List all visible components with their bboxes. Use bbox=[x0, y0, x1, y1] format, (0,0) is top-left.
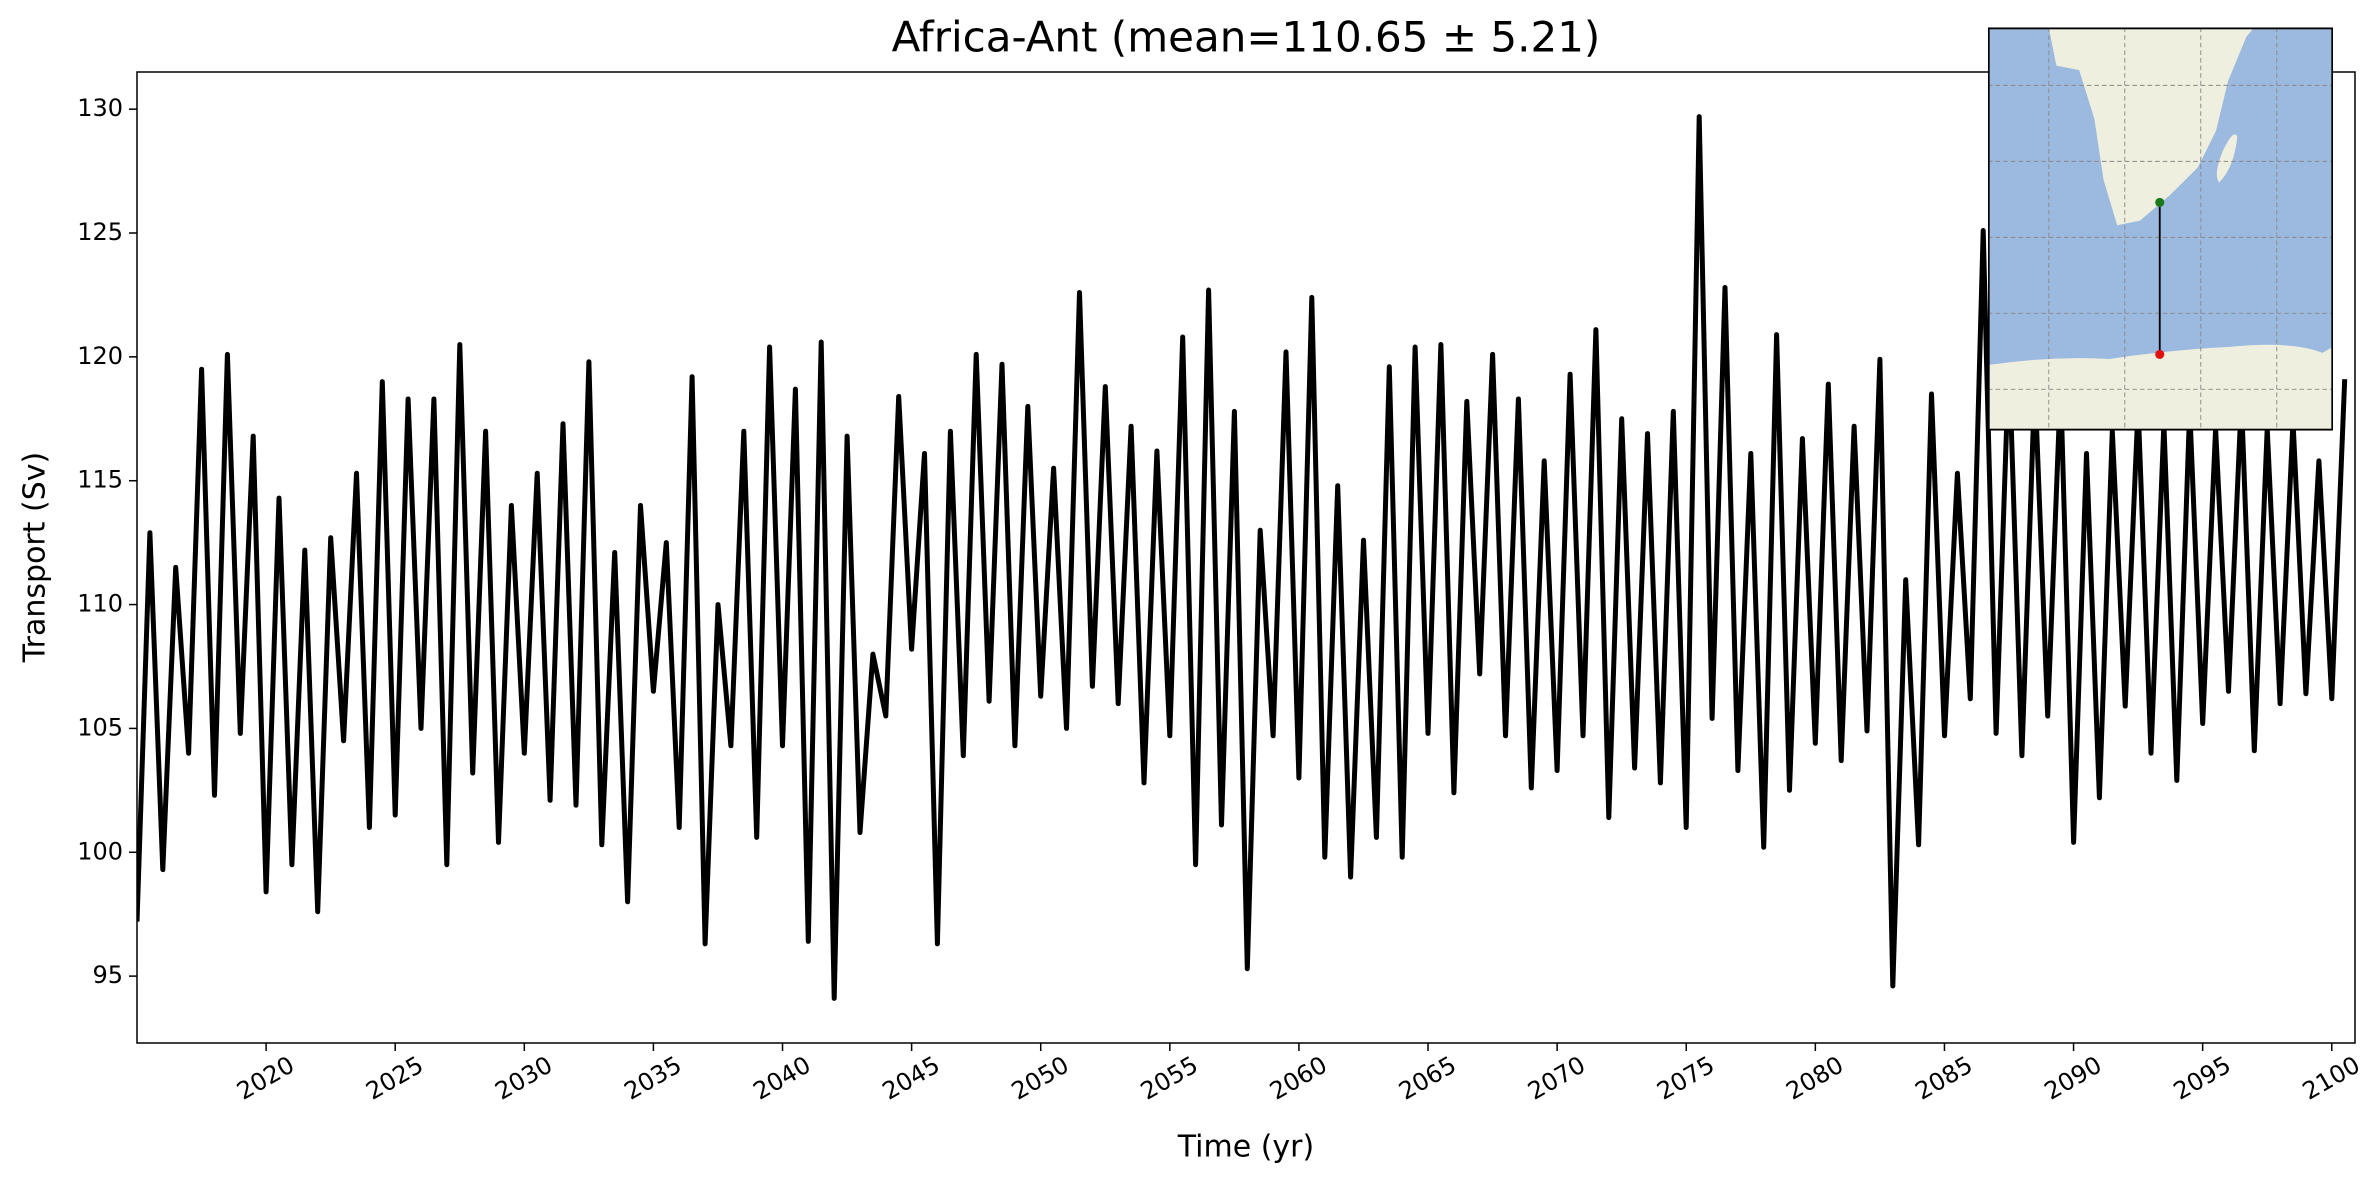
x-tick-label: 2070 bbox=[1523, 1051, 1590, 1106]
x-tick-label: 2100 bbox=[2298, 1051, 2365, 1106]
section-end bbox=[2155, 349, 2165, 359]
africa bbox=[2048, 27, 2254, 226]
series-line bbox=[137, 114, 2348, 1001]
x-tick-label: 2080 bbox=[1781, 1051, 1848, 1106]
x-tick-label: 2025 bbox=[361, 1051, 428, 1106]
series-group bbox=[137, 114, 2348, 1001]
x-axis-label: Time (yr) bbox=[1177, 1130, 1314, 1165]
x-tick-label: 2035 bbox=[619, 1051, 686, 1106]
y-axis-label: Transport (Sv) bbox=[18, 452, 53, 664]
x-tick-label: 2020 bbox=[232, 1051, 299, 1106]
x-tick-label: 2090 bbox=[2040, 1051, 2107, 1106]
x-tick-label: 2060 bbox=[1265, 1051, 1332, 1106]
section-start bbox=[2155, 197, 2165, 207]
inset-map bbox=[1988, 27, 2333, 431]
plot-frame bbox=[136, 71, 2356, 1044]
y-tick-label: 130 bbox=[77, 94, 123, 122]
y-tick-label: 95 bbox=[92, 961, 123, 989]
x-tick-label: 2065 bbox=[1394, 1051, 1461, 1106]
y-tick-label: 115 bbox=[77, 466, 123, 494]
antarctica bbox=[1988, 344, 2333, 431]
y-tick-label: 105 bbox=[77, 713, 123, 741]
x-tick-label: 2050 bbox=[1007, 1051, 1074, 1106]
chart-title: Africa-Ant (mean=110.65 ± 5.21) bbox=[892, 13, 1601, 62]
y-tick-label: 110 bbox=[77, 590, 123, 618]
y-tick-label: 100 bbox=[77, 837, 123, 865]
x-tick-label: 2055 bbox=[1136, 1051, 1203, 1106]
x-tick-label: 2040 bbox=[749, 1051, 816, 1106]
y-tick-label: 120 bbox=[77, 342, 123, 370]
inset-frame bbox=[1988, 27, 2333, 431]
x-tick-label: 2045 bbox=[878, 1051, 945, 1106]
map-grid bbox=[1988, 27, 2333, 431]
x-tick-label: 2095 bbox=[2169, 1051, 2236, 1106]
x-tick-label: 2085 bbox=[1911, 1051, 1978, 1106]
madagascar bbox=[2216, 134, 2238, 183]
x-tick-label: 2030 bbox=[490, 1051, 557, 1106]
y-tick-label: 125 bbox=[77, 218, 123, 246]
x-tick-label: 2075 bbox=[1652, 1051, 1719, 1106]
